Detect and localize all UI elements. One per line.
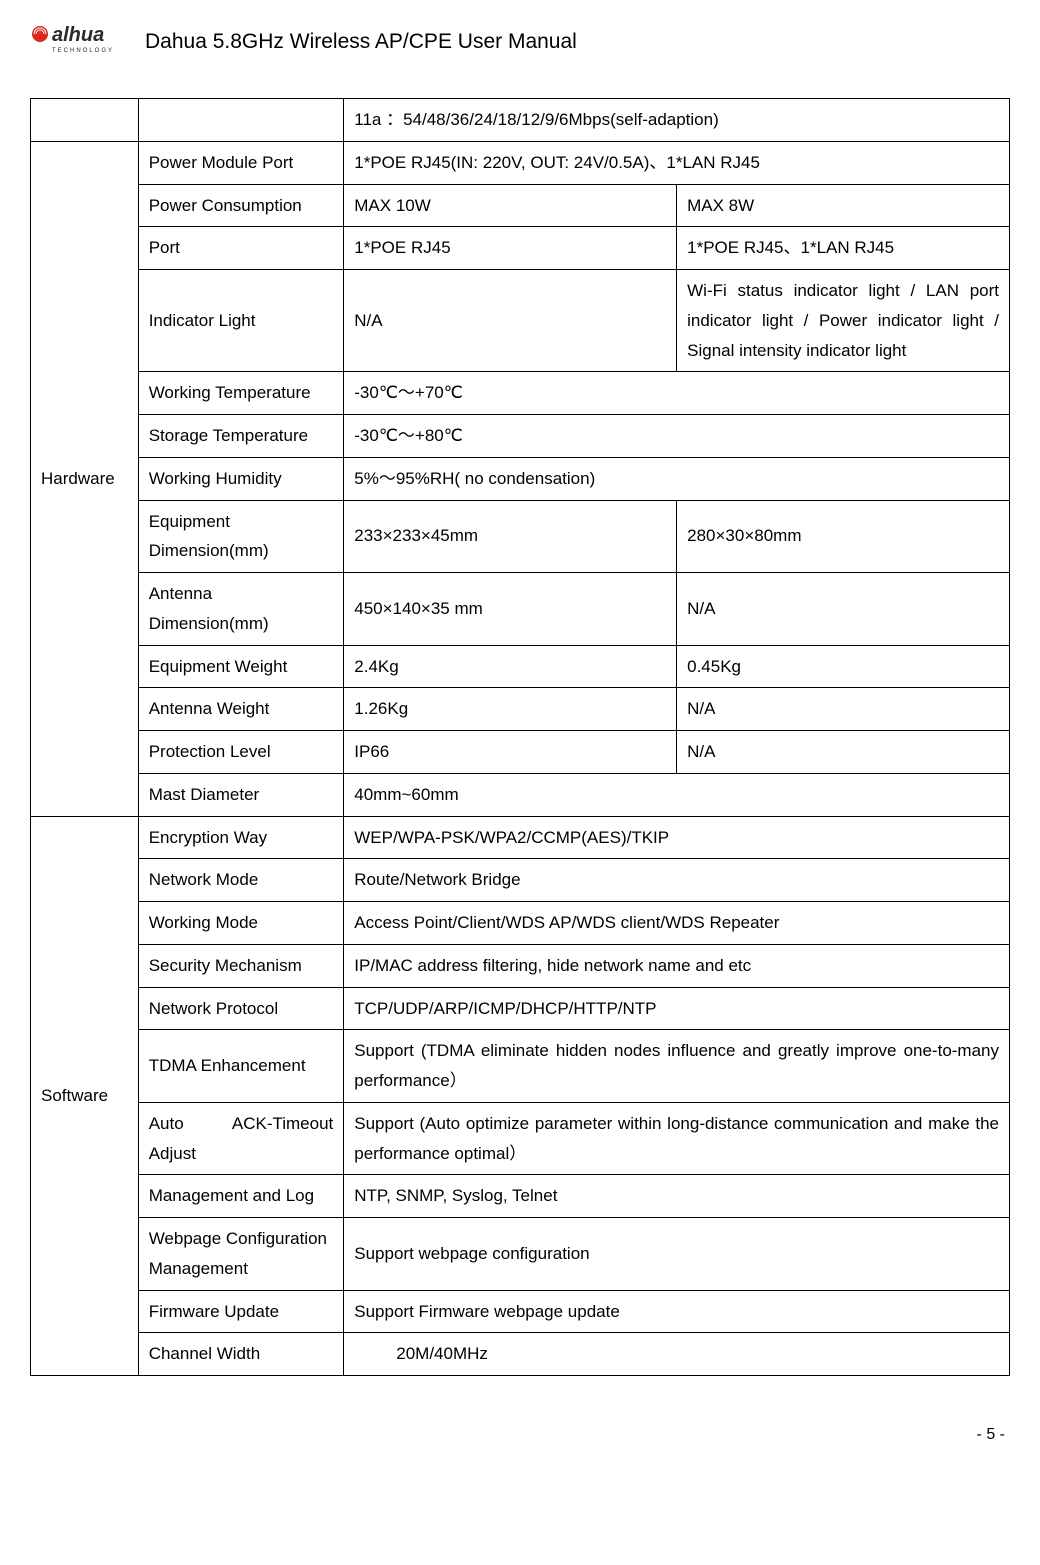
param-label: Antenna Weight (138, 688, 344, 731)
param-label: Power Module Port (138, 141, 344, 184)
param-value: NTP, SNMP, Syslog, Telnet (344, 1175, 1010, 1218)
table-row: Security Mechanism IP/MAC address filter… (31, 944, 1010, 987)
param-label: Equipment Dimension(mm) (138, 500, 344, 573)
table-row: Working Mode Access Point/Client/WDS AP/… (31, 902, 1010, 945)
param-value: N/A (677, 573, 1010, 646)
param-value: 233×233×45mm (344, 500, 677, 573)
param-value: Support webpage configuration (344, 1218, 1010, 1291)
param-value: Support (TDMA eliminate hidden nodes inf… (344, 1030, 1010, 1103)
table-row: 11a ：54/48/36/24/18/12/9/6Mbps(self-adap… (31, 99, 1010, 142)
table-row: Antenna Weight 1.26Kg N/A (31, 688, 1010, 731)
param-label: Management and Log (138, 1175, 344, 1218)
param-value: Support (Auto optimize parameter within … (344, 1102, 1010, 1175)
param-label: Auto ACK-Timeout Adjust (138, 1102, 344, 1175)
param-value: N/A (677, 731, 1010, 774)
spec-table: 11a ：54/48/36/24/18/12/9/6Mbps(self-adap… (30, 98, 1010, 1376)
param-value: 2.4Kg (344, 645, 677, 688)
document-header: alhua TECHNOLOGY Dahua 5.8GHz Wireless A… (30, 20, 1010, 63)
table-row: Equipment Dimension(mm) 233×233×45mm 280… (31, 500, 1010, 573)
param-value: Route/Network Bridge (344, 859, 1010, 902)
param-value: MAX 10W (344, 184, 677, 227)
empty-cell (31, 99, 139, 142)
param-label: Protection Level (138, 731, 344, 774)
param-value: 450×140×35 mm (344, 573, 677, 646)
table-row: Webpage Configuration Management Support… (31, 1218, 1010, 1291)
param-label: Working Temperature (138, 372, 344, 415)
param-label: Antenna Dimension(mm) (138, 573, 344, 646)
table-row: Network Mode Route/Network Bridge (31, 859, 1010, 902)
param-value: 1.26Kg (344, 688, 677, 731)
param-label: Working Humidity (138, 457, 344, 500)
table-row: Storage Temperature -30℃～+80℃ (31, 415, 1010, 458)
param-value: N/A (677, 688, 1010, 731)
param-value: 1*POE RJ45 (344, 227, 677, 270)
param-value: Wi-Fi status indicator light / LAN port … (677, 270, 1010, 372)
param-label: Security Mechanism (138, 944, 344, 987)
param-label: Encryption Way (138, 816, 344, 859)
table-row: Hardware Power Module Port 1*POE RJ45(IN… (31, 141, 1010, 184)
table-row: Firmware Update Support Firmware webpage… (31, 1290, 1010, 1333)
param-value: 1*POE RJ45(IN: 220V, OUT: 24V/0.5A)、1*LA… (344, 141, 1010, 184)
table-row: Software Encryption Way WEP/WPA-PSK/WPA2… (31, 816, 1010, 859)
param-label: Storage Temperature (138, 415, 344, 458)
param-value: -30℃～+70℃ (344, 372, 1010, 415)
hardware-category: Hardware (31, 141, 139, 816)
table-row: Working Temperature -30℃～+70℃ (31, 372, 1010, 415)
svg-text:TECHNOLOGY: TECHNOLOGY (52, 48, 114, 54)
param-label: Port (138, 227, 344, 270)
param-value: IP/MAC address filtering, hide network n… (344, 944, 1010, 987)
software-category: Software (31, 816, 139, 1376)
svg-text:alhua: alhua (52, 24, 104, 46)
param-value: N/A (344, 270, 677, 372)
param-label: Equipment Weight (138, 645, 344, 688)
table-row: Auto ACK-Timeout Adjust Support (Auto op… (31, 1102, 1010, 1175)
param-label: Network Protocol (138, 987, 344, 1030)
param-label: Network Mode (138, 859, 344, 902)
param-value: TCP/UDP/ARP/ICMP/DHCP/HTTP/NTP (344, 987, 1010, 1030)
param-value: 5%～95%RH( no condensation) (344, 457, 1010, 500)
cell-11a: 11a ：54/48/36/24/18/12/9/6Mbps(self-adap… (344, 99, 1010, 142)
param-label: Power Consumption (138, 184, 344, 227)
table-row: Mast Diameter 40mm~60mm (31, 773, 1010, 816)
table-row: Network Protocol TCP/UDP/ARP/ICMP/DHCP/H… (31, 987, 1010, 1030)
table-row: Management and Log NTP, SNMP, Syslog, Te… (31, 1175, 1010, 1218)
param-label: Webpage Configuration Management (138, 1218, 344, 1291)
param-value: MAX 8W (677, 184, 1010, 227)
page-number: - 5 - (30, 1426, 1010, 1444)
param-value: Support Firmware webpage update (344, 1290, 1010, 1333)
param-value: 280×30×80mm (677, 500, 1010, 573)
table-row: Indicator Light N/A Wi-Fi status indicat… (31, 270, 1010, 372)
table-row: Equipment Weight 2.4Kg 0.45Kg (31, 645, 1010, 688)
table-row: Power Consumption MAX 10W MAX 8W (31, 184, 1010, 227)
document-title: Dahua 5.8GHz Wireless AP/CPE User Manual (145, 30, 577, 54)
param-label: Firmware Update (138, 1290, 344, 1333)
table-row: TDMA Enhancement Support (TDMA eliminate… (31, 1030, 1010, 1103)
param-value: IP66 (344, 731, 677, 774)
param-value: 0.45Kg (677, 645, 1010, 688)
table-row: Antenna Dimension(mm) 450×140×35 mm N/A (31, 573, 1010, 646)
param-label: TDMA Enhancement (138, 1030, 344, 1103)
table-row: Port 1*POE RJ45 1*POE RJ45、1*LAN RJ45 (31, 227, 1010, 270)
table-row: Channel Width 20M/40MHz (31, 1333, 1010, 1376)
param-label: Channel Width (138, 1333, 344, 1376)
dahua-logo: alhua TECHNOLOGY (30, 20, 125, 63)
param-value: Access Point/Client/WDS AP/WDS client/WD… (344, 902, 1010, 945)
table-row: Protection Level IP66 N/A (31, 731, 1010, 774)
empty-cell (138, 99, 344, 142)
param-label: Indicator Light (138, 270, 344, 372)
param-label: Working Mode (138, 902, 344, 945)
param-value: 1*POE RJ45、1*LAN RJ45 (677, 227, 1010, 270)
param-value: 20M/40MHz (344, 1333, 1010, 1376)
table-row: Working Humidity 5%～95%RH( no condensati… (31, 457, 1010, 500)
param-label: Mast Diameter (138, 773, 344, 816)
param-value: 40mm~60mm (344, 773, 1010, 816)
param-value: -30℃～+80℃ (344, 415, 1010, 458)
param-value: WEP/WPA-PSK/WPA2/CCMP(AES)/TKIP (344, 816, 1010, 859)
